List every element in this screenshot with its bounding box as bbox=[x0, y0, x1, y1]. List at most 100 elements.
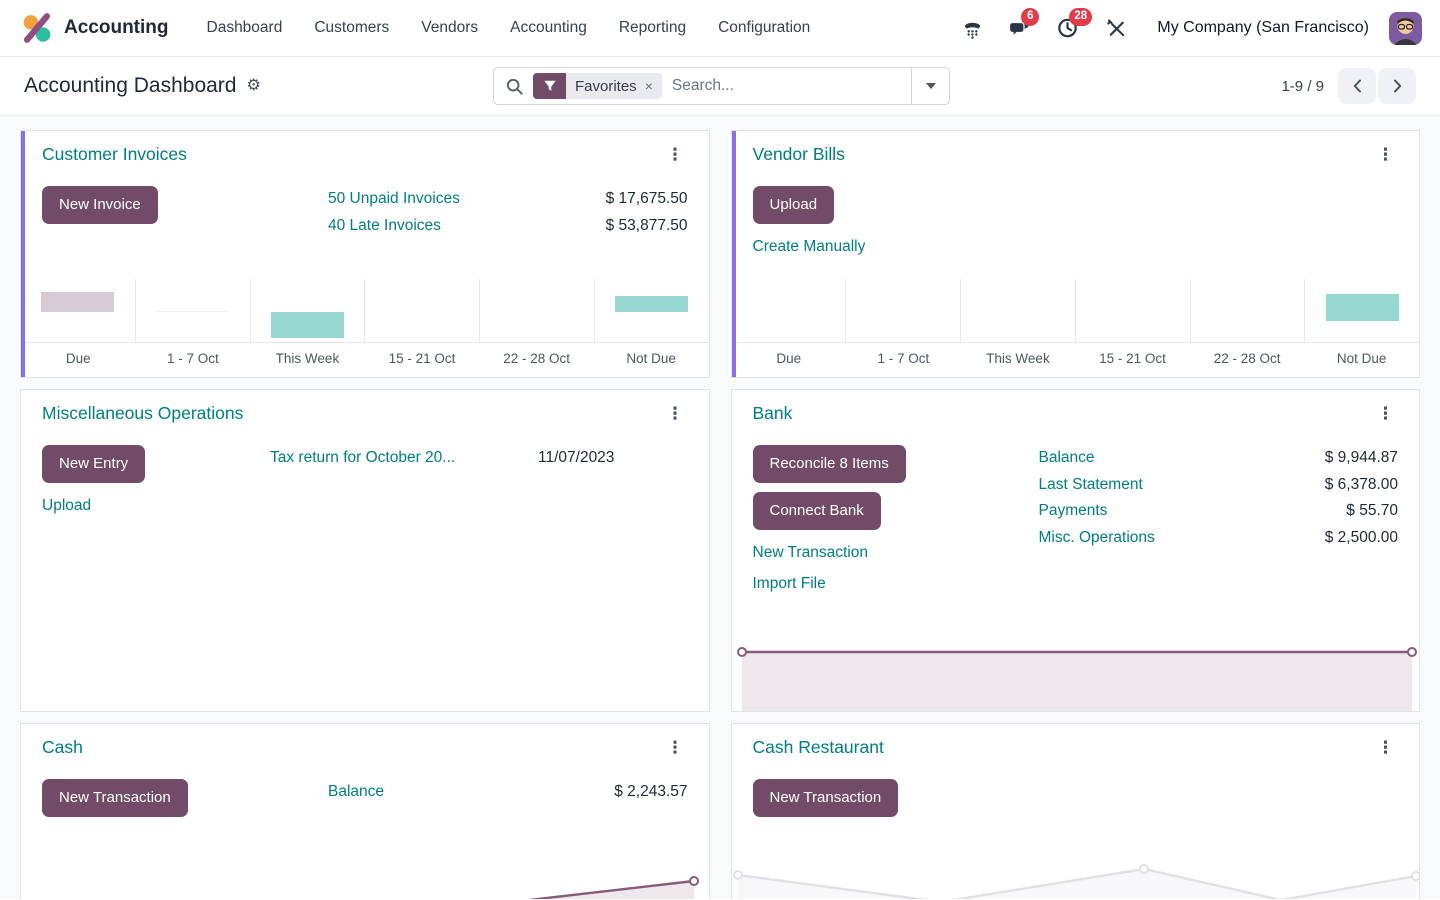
chart-bar[interactable] bbox=[270, 312, 344, 338]
voip-phone-button[interactable] bbox=[955, 11, 989, 45]
chart-bar[interactable] bbox=[156, 310, 230, 312]
menu-customers[interactable]: Customers bbox=[314, 19, 390, 36]
new-transaction-link[interactable]: New Transaction bbox=[752, 544, 868, 561]
card-title-cash[interactable]: Cash bbox=[42, 737, 83, 757]
card-title-bank[interactable]: Bank bbox=[752, 403, 793, 423]
chart-category-label: Not Due bbox=[1336, 351, 1387, 366]
chart-column[interactable] bbox=[1189, 279, 1305, 342]
chart-column[interactable] bbox=[134, 279, 250, 342]
menu-vendors[interactable]: Vendors bbox=[421, 19, 479, 36]
chart-point-marker[interactable] bbox=[689, 876, 699, 886]
discuss-messages-button[interactable]: 6 bbox=[1003, 8, 1040, 45]
info-row: Balance $ 2,243.57 bbox=[328, 779, 688, 806]
menu-configuration[interactable]: Configuration bbox=[718, 19, 811, 36]
card-cash-restaurant: Cash Restaurant ⋮ New Transaction bbox=[730, 723, 1420, 899]
card-title-vendor-bills[interactable]: Vendor Bills bbox=[752, 144, 845, 164]
info-row: Tax return for October 20... 11/07/2023 bbox=[270, 445, 688, 472]
bank-balance-link[interactable]: Balance bbox=[1038, 449, 1095, 466]
chart-column[interactable] bbox=[249, 279, 365, 342]
chart-column[interactable] bbox=[1074, 279, 1190, 342]
kebab-menu-icon[interactable]: ⋮ bbox=[666, 738, 685, 757]
card-title-customer-invoices[interactable]: Customer Invoices bbox=[42, 144, 187, 164]
menu-accounting[interactable]: Accounting bbox=[510, 19, 587, 36]
chart-category-label: This Week bbox=[986, 351, 1050, 366]
chart-point-marker[interactable] bbox=[736, 647, 747, 657]
chart-bar[interactable] bbox=[615, 296, 689, 312]
menu-dashboard[interactable]: Dashboard bbox=[206, 19, 283, 36]
search-input[interactable] bbox=[661, 77, 911, 95]
chart-column[interactable] bbox=[364, 279, 479, 342]
facet-remove-icon[interactable]: × bbox=[644, 78, 653, 94]
menu-reporting[interactable]: Reporting bbox=[618, 19, 687, 36]
chart-point-marker[interactable] bbox=[732, 870, 743, 880]
connect-bank-button[interactable]: Connect Bank bbox=[752, 492, 881, 530]
control-panel: Accounting Dashboard ⚙ Favorites × 1-9 /… bbox=[0, 57, 1440, 115]
reconcile-items-button[interactable]: Reconcile 8 Items bbox=[752, 445, 906, 483]
kebab-menu-icon[interactable]: ⋮ bbox=[1377, 404, 1395, 423]
cash-restaurant-chart[interactable] bbox=[732, 856, 1420, 899]
card-title-cash-restaurant[interactable]: Cash Restaurant bbox=[752, 737, 884, 757]
card-vendor-bills: Vendor Bills ⋮ Upload Create Manually Du… bbox=[730, 130, 1420, 378]
facet-label: Favorites bbox=[575, 77, 637, 95]
kebab-menu-icon[interactable]: ⋮ bbox=[1377, 738, 1395, 757]
late-invoices-amount: $ 53,877.50 bbox=[605, 216, 688, 234]
new-entry-button[interactable]: New Entry bbox=[42, 445, 146, 483]
chevron-left-icon bbox=[1353, 79, 1361, 93]
search-dropdown-toggle[interactable] bbox=[911, 68, 949, 104]
bank-balance-chart[interactable] bbox=[732, 634, 1420, 711]
chart-column[interactable] bbox=[479, 279, 594, 342]
last-statement-amount: $ 6,378.00 bbox=[1324, 475, 1398, 493]
chart-category-label: This Week bbox=[275, 351, 340, 366]
debug-tools-button[interactable] bbox=[1099, 11, 1133, 45]
chart-point-marker[interactable] bbox=[1138, 864, 1149, 874]
new-transaction-button[interactable]: New Transaction bbox=[752, 779, 899, 817]
vendor-bills-chart[interactable]: Due 1 - 7 Oct This Week 15 - 21 Oct 22 - 28 … bbox=[731, 279, 1419, 377]
pager-range: 1-9 / 9 bbox=[1281, 77, 1324, 95]
filter-funnel-icon bbox=[533, 73, 566, 99]
chart-category-label: 15 - 21 Oct bbox=[1099, 351, 1166, 366]
app-name[interactable]: Accounting bbox=[64, 17, 169, 38]
upload-link[interactable]: Upload bbox=[42, 497, 92, 514]
chart-column[interactable] bbox=[21, 279, 135, 342]
create-manually-link[interactable]: Create Manually bbox=[752, 238, 866, 255]
search-facet-favorites: Favorites × bbox=[533, 73, 662, 99]
upload-bill-button[interactable]: Upload bbox=[752, 186, 835, 224]
activities-button[interactable]: 28 bbox=[1051, 8, 1093, 45]
new-transaction-button[interactable]: New Transaction bbox=[42, 779, 188, 817]
chart-bar[interactable] bbox=[41, 292, 115, 312]
chart-column[interactable] bbox=[845, 279, 960, 342]
tax-return-link[interactable]: Tax return for October 20... bbox=[270, 449, 456, 466]
customer-invoices-chart[interactable]: Due 1 - 7 Oct This Week 15 - 21 Oct 22 - 28 … bbox=[21, 279, 709, 377]
late-invoices-link[interactable]: 40 Late Invoices bbox=[328, 216, 441, 234]
payments-link[interactable]: Payments bbox=[1038, 502, 1108, 519]
kebab-menu-icon[interactable]: ⋮ bbox=[666, 404, 685, 423]
import-file-link[interactable]: Import File bbox=[752, 575, 826, 592]
cash-balance-chart[interactable] bbox=[42, 856, 699, 899]
pager-previous-button[interactable] bbox=[1338, 68, 1376, 104]
last-statement-link[interactable]: Last Statement bbox=[1038, 475, 1143, 493]
chart-column[interactable] bbox=[593, 279, 709, 342]
search-bar[interactable]: Favorites × bbox=[493, 67, 950, 105]
chart-column[interactable] bbox=[960, 279, 1075, 342]
chart-point-marker[interactable] bbox=[1406, 647, 1417, 657]
new-invoice-button[interactable]: New Invoice bbox=[42, 186, 158, 224]
chart-point-marker[interactable] bbox=[1410, 871, 1420, 881]
page-gear-icon[interactable]: ⚙ bbox=[246, 77, 261, 94]
unpaid-invoices-link[interactable]: 50 Unpaid Invoices bbox=[328, 190, 460, 207]
chart-bar[interactable] bbox=[1325, 294, 1399, 321]
kebab-menu-icon[interactable]: ⋮ bbox=[1377, 145, 1395, 164]
card-title-misc-operations[interactable]: Miscellaneous Operations bbox=[42, 403, 244, 423]
chart-column[interactable] bbox=[732, 279, 846, 342]
kebab-menu-icon[interactable]: ⋮ bbox=[666, 145, 685, 164]
chart-area-fill bbox=[737, 869, 1416, 899]
user-avatar[interactable] bbox=[1389, 11, 1422, 45]
info-row: 40 Late Invoices $ 53,877.50 bbox=[328, 213, 688, 240]
pager-next-button[interactable] bbox=[1378, 68, 1416, 104]
misc-operations-link[interactable]: Misc. Operations bbox=[1038, 528, 1155, 546]
company-switcher[interactable]: My Company (San Francisco) bbox=[1157, 19, 1369, 36]
cash-balance-link[interactable]: Balance bbox=[328, 783, 385, 800]
chevron-right-icon bbox=[1393, 79, 1401, 93]
app-switcher[interactable]: Accounting bbox=[20, 11, 169, 45]
chart-column[interactable] bbox=[1304, 279, 1419, 342]
chart-category-label: 22 - 28 Oct bbox=[503, 351, 570, 366]
